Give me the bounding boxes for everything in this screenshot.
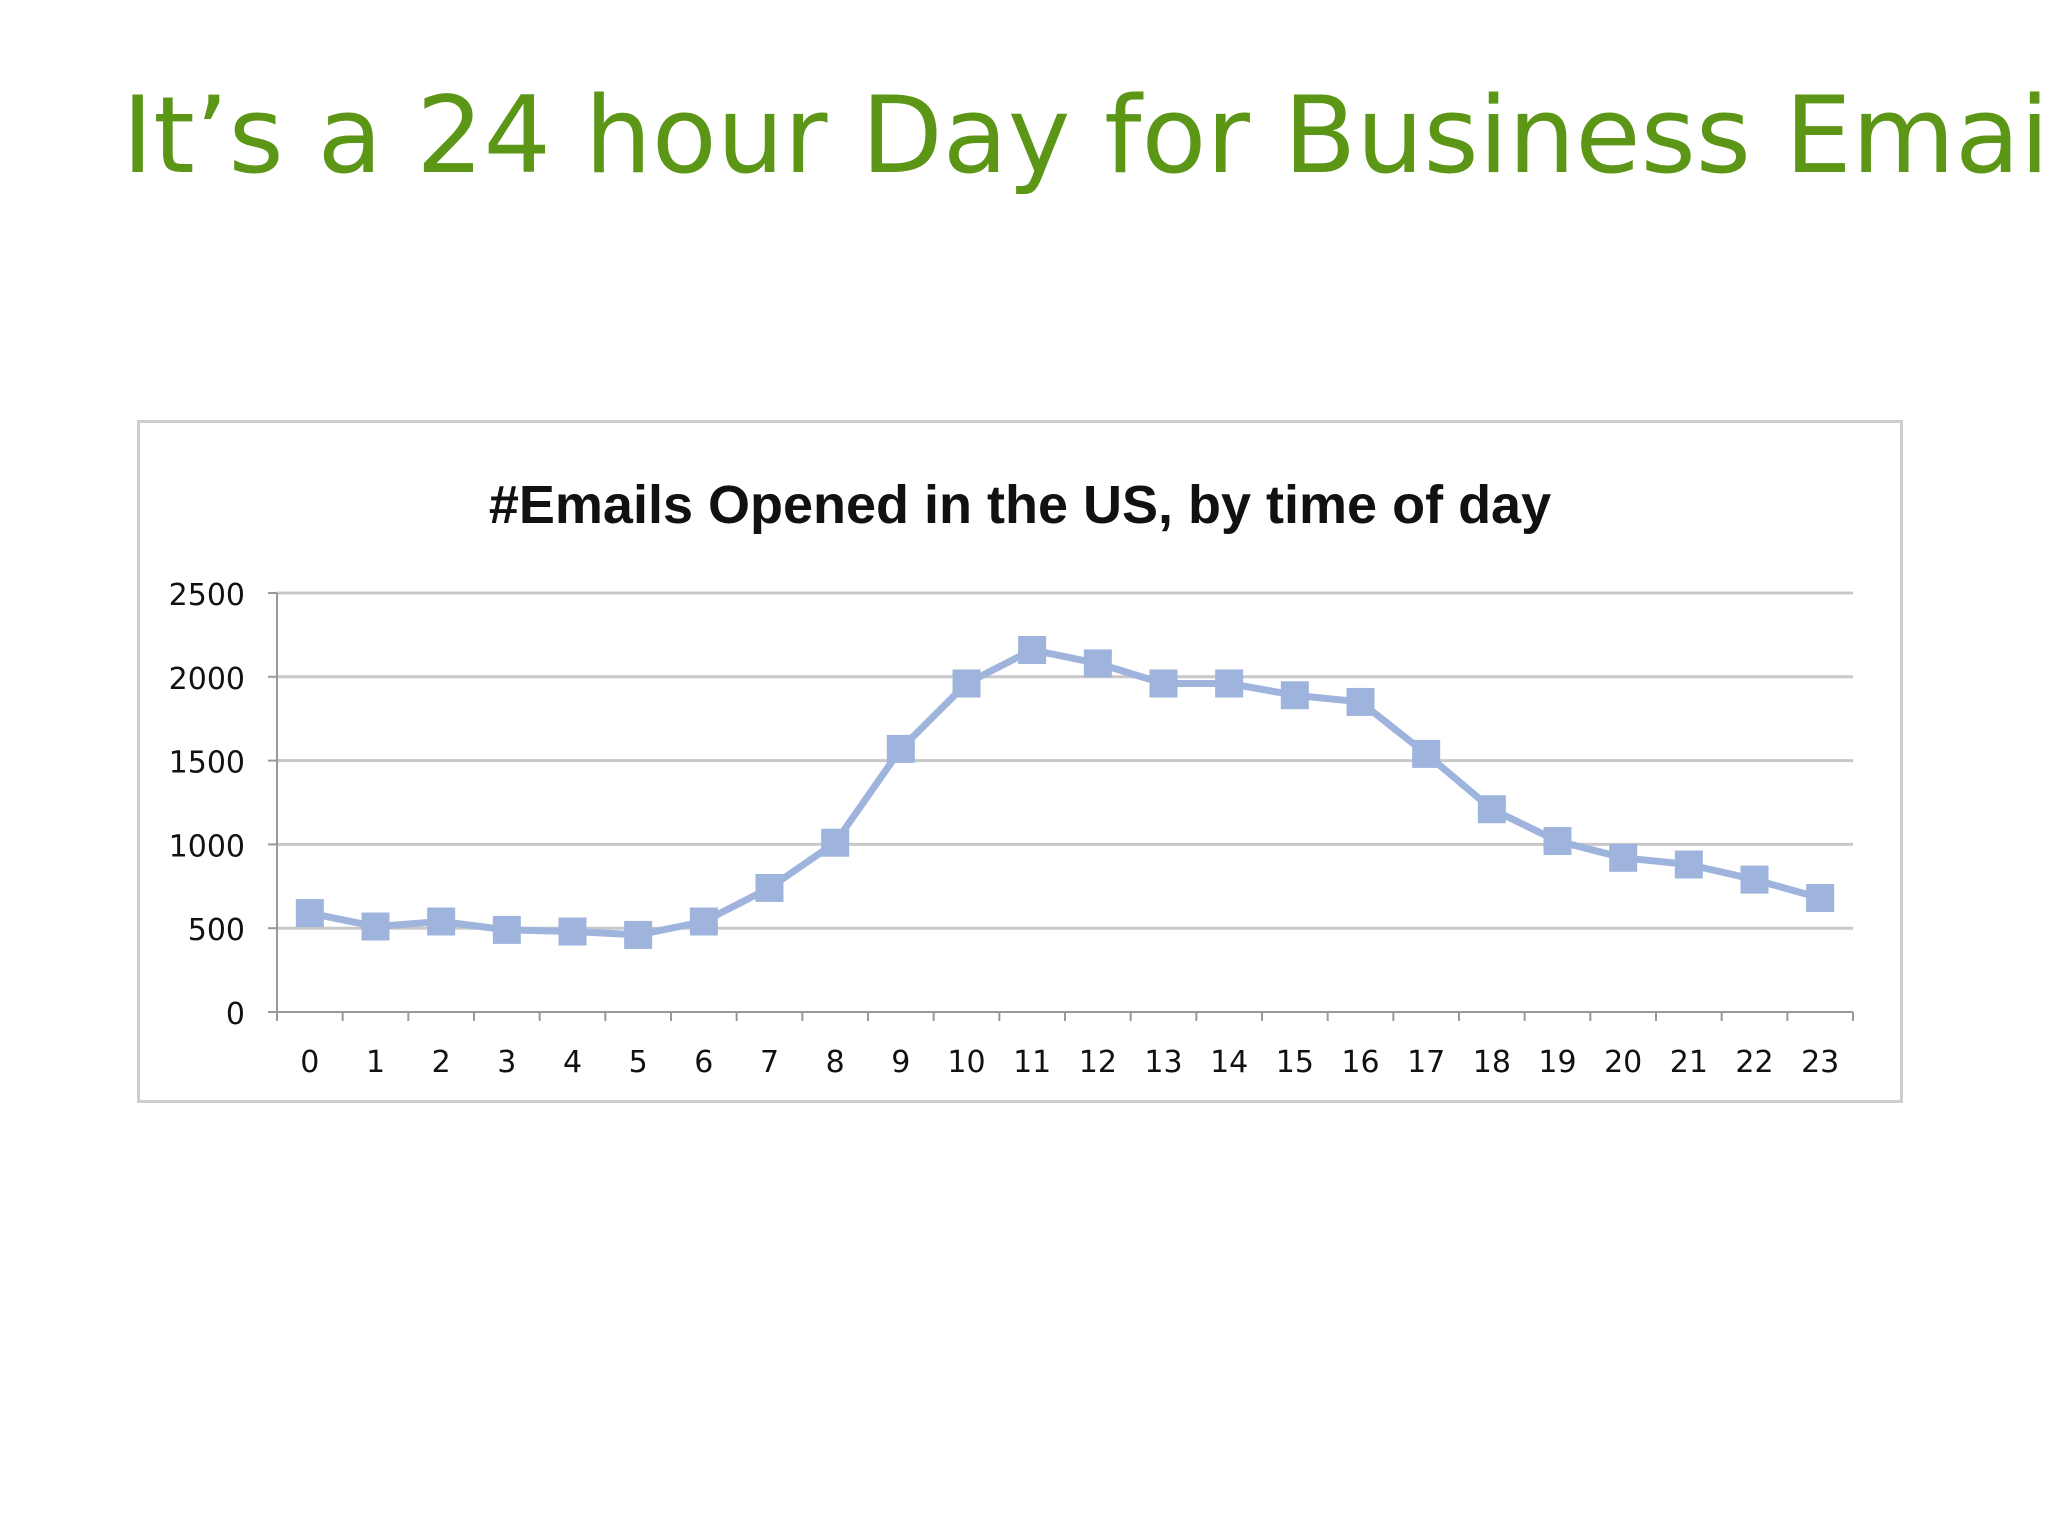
- x-tick-label: 9: [891, 1045, 910, 1080]
- x-tick-label: 16: [1341, 1045, 1379, 1080]
- x-tick-label: 20: [1604, 1045, 1642, 1080]
- x-tick-label: 2: [432, 1045, 451, 1080]
- x-tick-label: 19: [1538, 1045, 1576, 1080]
- x-tick-label: 14: [1210, 1045, 1248, 1080]
- data-point-20: [1609, 843, 1638, 872]
- data-point-14: [1215, 669, 1244, 698]
- data-point-11: [1018, 635, 1047, 664]
- x-tick-label: 15: [1276, 1045, 1314, 1080]
- data-point-7: [755, 873, 784, 902]
- x-tick-label: 5: [629, 1045, 648, 1080]
- y-tick-label: 1500: [169, 746, 245, 781]
- series: [295, 635, 1835, 949]
- x-tick-label: 17: [1407, 1045, 1445, 1080]
- x-tick-label: 3: [497, 1045, 516, 1080]
- x-tick-label: 7: [760, 1045, 779, 1080]
- y-tick-label: 2500: [169, 578, 245, 613]
- data-point-18: [1477, 795, 1506, 824]
- data-point-3: [492, 915, 521, 944]
- slide-title: It’s a 24 hour Day for Business Email: [122, 74, 2048, 197]
- data-point-22: [1740, 865, 1769, 894]
- x-tick-label: 1: [366, 1045, 385, 1080]
- series-line: [309, 646, 1822, 939]
- data-point-13: [1149, 669, 1178, 698]
- data-point-10: [952, 669, 981, 698]
- data-point-17: [1412, 739, 1441, 768]
- gridlines: [277, 591, 1853, 930]
- x-tick-label: 13: [1144, 1045, 1182, 1080]
- data-point-9: [886, 734, 915, 763]
- y-tick-label: 0: [226, 997, 245, 1032]
- data-point-8: [821, 828, 850, 857]
- x-tick-label: 21: [1670, 1045, 1708, 1080]
- x-tick-label: 11: [1013, 1045, 1051, 1080]
- x-tick-label: 23: [1801, 1045, 1839, 1080]
- x-tick-label: 8: [826, 1045, 845, 1080]
- data-point-15: [1280, 681, 1309, 710]
- x-tick-label: 10: [947, 1045, 985, 1080]
- data-point-19: [1543, 827, 1572, 856]
- line-chart: #Emails Opened in the US, by time of day…: [169, 475, 1854, 1080]
- x-tick-label: 12: [1079, 1045, 1117, 1080]
- y-tick-label: 2000: [169, 662, 245, 697]
- data-point-21: [1674, 850, 1703, 879]
- data-point-2: [427, 907, 456, 936]
- data-point-16: [1346, 687, 1375, 716]
- y-tick-label: 500: [188, 913, 245, 948]
- x-tick-label: 0: [300, 1045, 319, 1080]
- y-tick-label: 1000: [169, 829, 245, 864]
- data-point-12: [1083, 649, 1112, 678]
- data-point-23: [1806, 884, 1835, 913]
- chart-frame: #Emails Opened in the US, by time of day…: [137, 420, 1903, 1103]
- x-tick-label: 22: [1735, 1045, 1773, 1080]
- data-point-6: [689, 907, 718, 936]
- data-point-1: [361, 912, 390, 941]
- axes: [268, 592, 1854, 1021]
- x-tick-label: 18: [1473, 1045, 1511, 1080]
- data-point-4: [558, 917, 587, 946]
- data-point-0: [295, 899, 324, 928]
- data-point-5: [624, 920, 653, 949]
- x-tick-label: 6: [694, 1045, 713, 1080]
- chart-title: #Emails Opened in the US, by time of day: [489, 475, 1551, 535]
- x-tick-label: 4: [563, 1045, 582, 1080]
